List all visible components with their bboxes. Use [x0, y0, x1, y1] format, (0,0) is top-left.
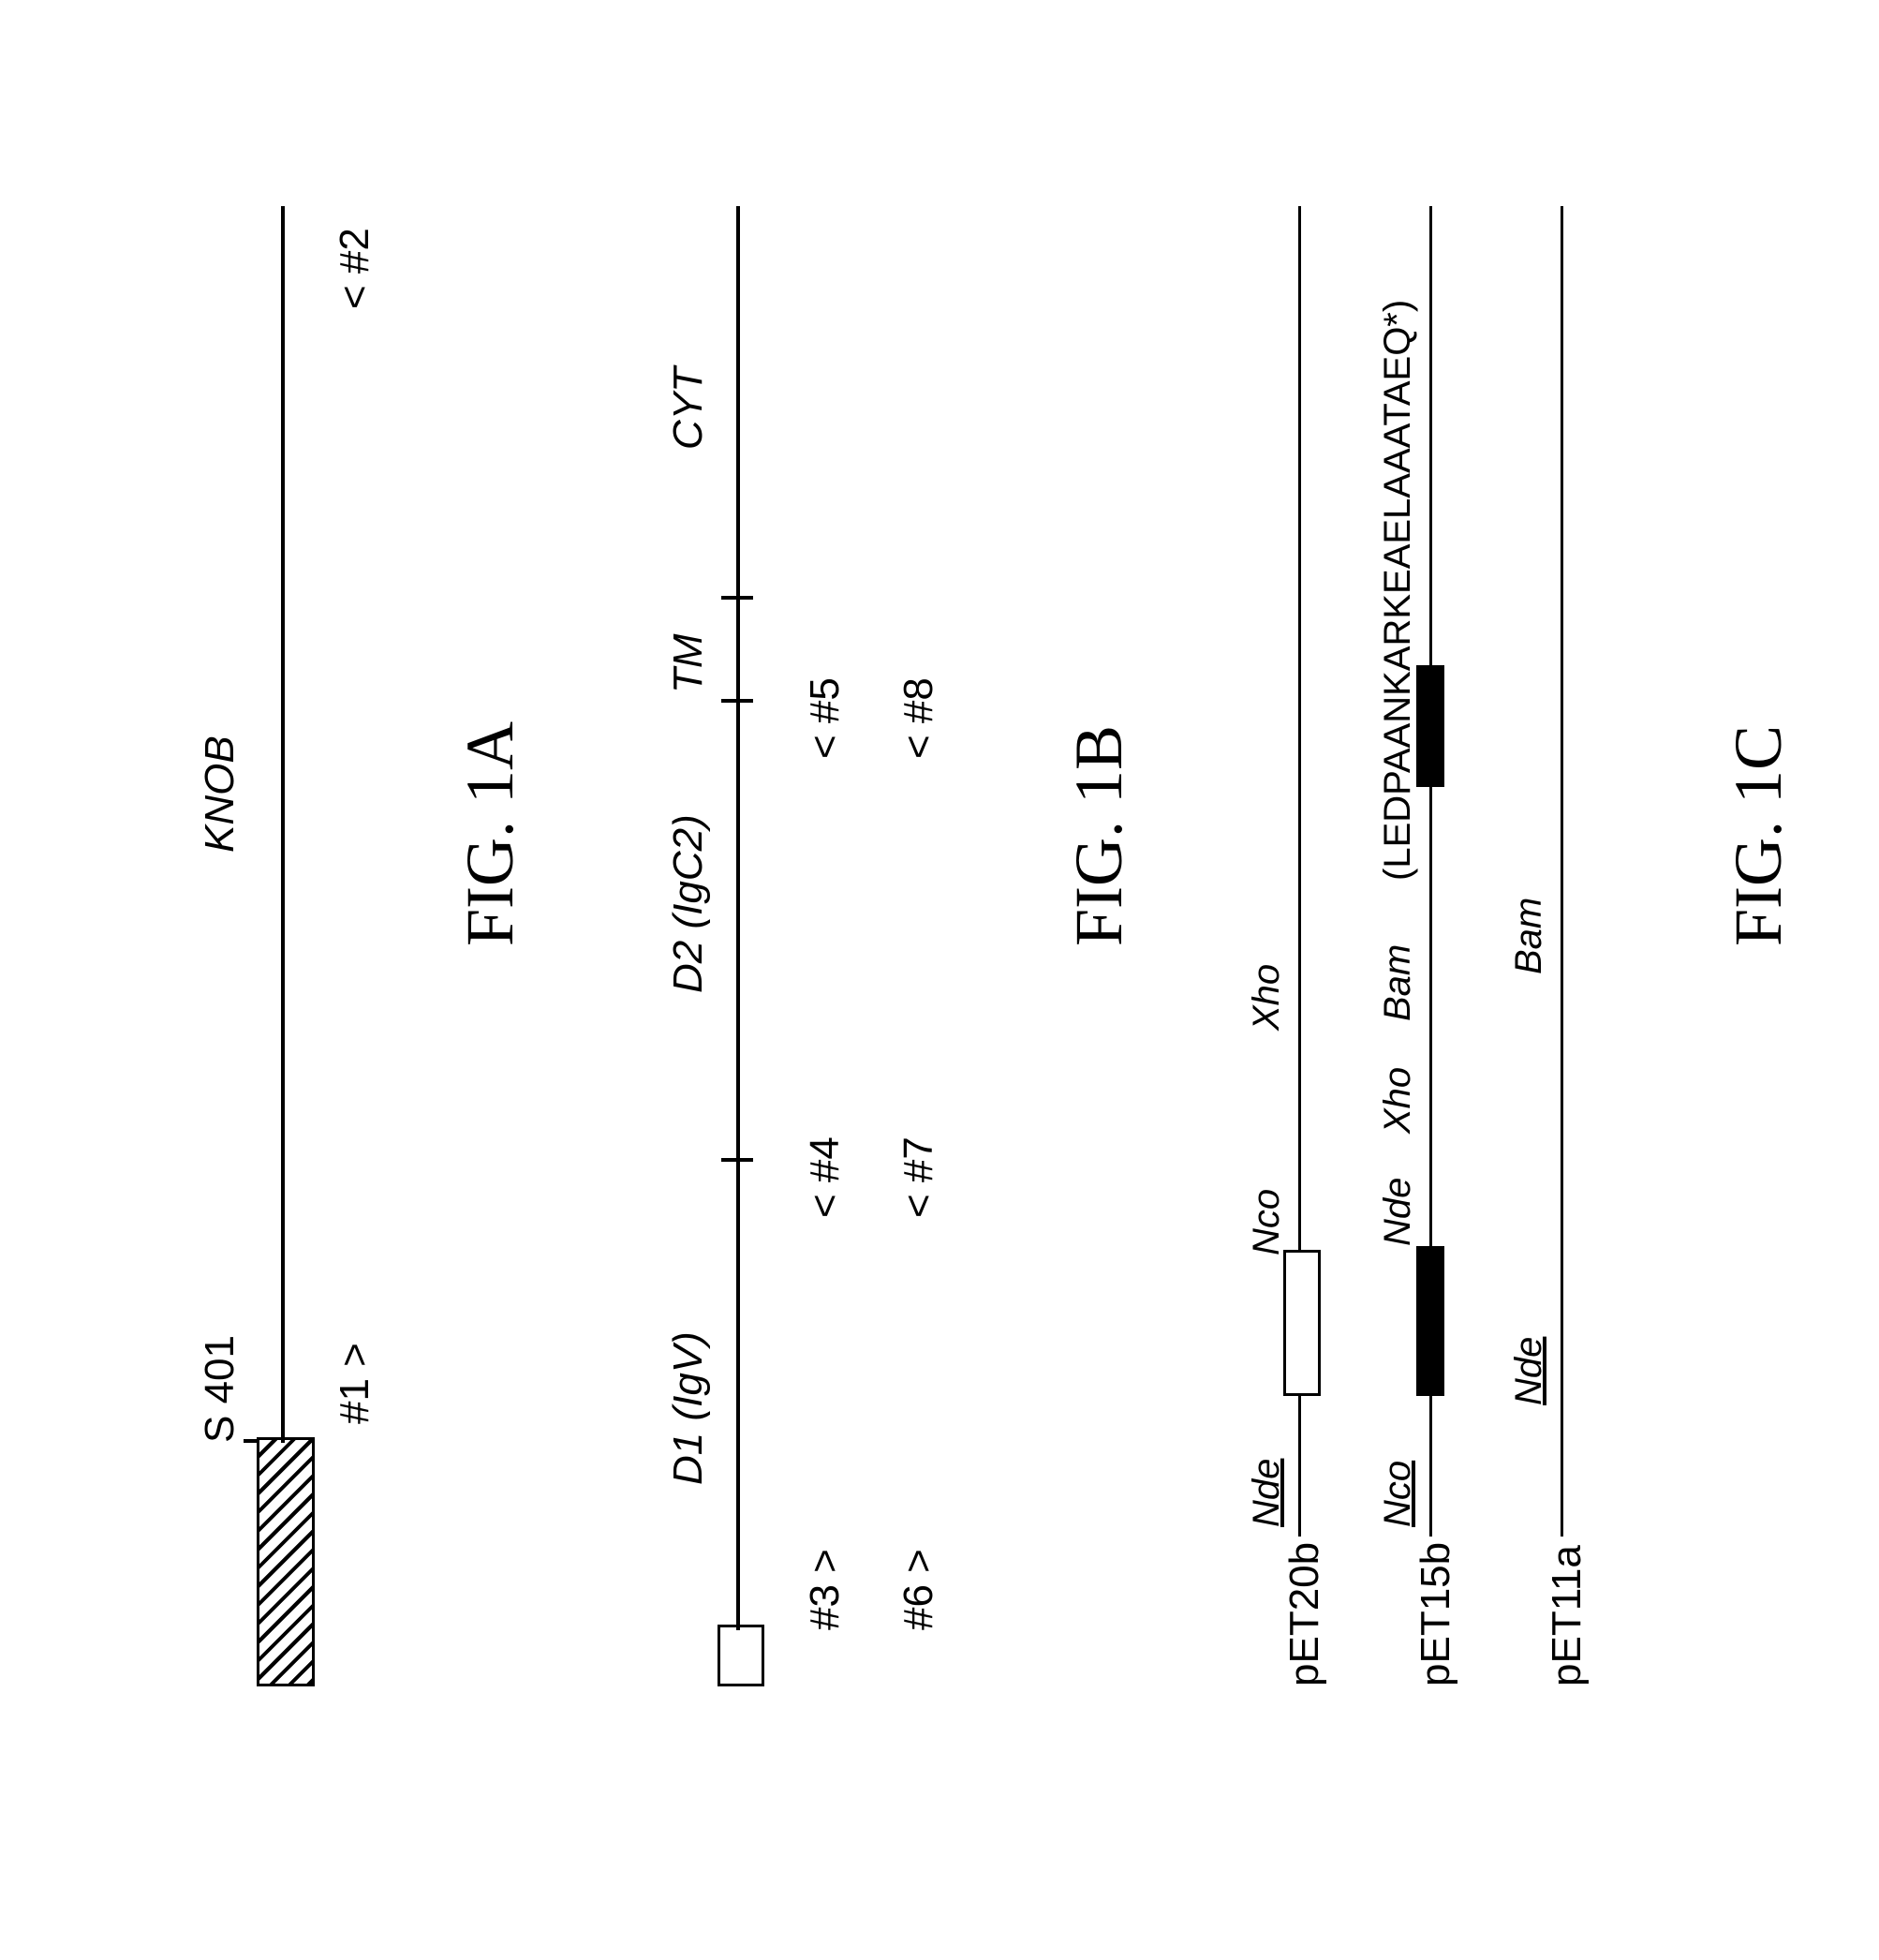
name-pet11a: pET11a [1544, 1545, 1590, 1686]
trailer-15b: (LEDPAANKARKEAELAAATAEQ*) [1377, 300, 1419, 881]
caption-fig1b: FIG. 1B [1060, 725, 1138, 946]
site-15b-bam: Bam [1377, 944, 1419, 1021]
site-11a-nde: Nde [1508, 1337, 1550, 1405]
tick-s401 [244, 1439, 257, 1443]
tick-b1 [721, 1158, 753, 1162]
blackbox-15b-right [1416, 665, 1444, 787]
tick-b3 [721, 596, 753, 600]
label-d2: D2 (IgC2) [665, 814, 712, 993]
openbox-20b [1283, 1250, 1321, 1396]
label-tm: TM [665, 633, 712, 693]
primer-3: #3 > [802, 1549, 849, 1630]
label-d1: D1 (IgV) [665, 1331, 712, 1485]
caption-fig1a: FIG. 1A [451, 721, 529, 946]
line-11a [1561, 206, 1563, 1537]
site-15b-nde: Nde [1377, 1178, 1419, 1246]
panel-a: S 401 KNOB #1 > < #2 [244, 169, 487, 1686]
line-a [281, 206, 285, 1443]
label-cyt: CYT [665, 367, 712, 450]
label-s401: S 401 [197, 1335, 244, 1443]
open-box-b [718, 1625, 764, 1686]
primer-2: < #2 [332, 228, 378, 309]
blackbox-15b-left [1416, 1246, 1444, 1396]
hatched-box [257, 1437, 315, 1686]
name-pet20b: pET20b [1281, 1542, 1328, 1686]
line-b [736, 206, 740, 1630]
site-20b-xho: Xho [1246, 964, 1288, 1031]
name-pet15b: pET15b [1413, 1542, 1459, 1686]
primer-6: #6 > [895, 1549, 942, 1630]
primer-1: #1 > [332, 1343, 378, 1424]
site-15b-xho: Xho [1377, 1067, 1419, 1134]
primer-8: < #8 [895, 677, 942, 759]
primer-4: < #4 [802, 1136, 849, 1218]
primer-7: < #7 [895, 1136, 942, 1218]
site-15b-nco: Nco [1377, 1461, 1419, 1527]
label-knob: KNOB [197, 735, 244, 853]
site-20b-nde: Nde [1246, 1459, 1288, 1527]
panel-c: pET20b Nde Nco Xho pET15b Nco Nde Xho Ba… [1246, 169, 1639, 1686]
tick-b2 [721, 699, 753, 703]
site-20b-nco: Nco [1246, 1189, 1288, 1255]
caption-fig1c: FIG. 1C [1720, 725, 1798, 946]
panel-b: D1 (IgV) D2 (IgC2) TM CYT #3 > < #4 < #5… [712, 169, 1049, 1686]
site-11a-bam: Bam [1508, 898, 1550, 974]
primer-5: < #5 [802, 677, 849, 759]
